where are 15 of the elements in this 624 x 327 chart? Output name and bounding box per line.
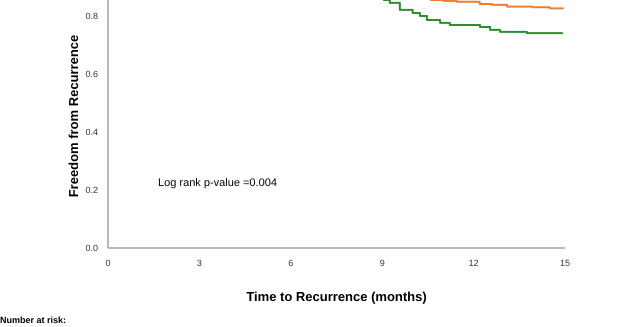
x-tick-label: 3 — [196, 258, 202, 268]
y-tick-label: 0.6 — [85, 68, 98, 79]
x-tick-label: 12 — [468, 258, 479, 268]
y-tick-label: 0.0 — [85, 243, 98, 253]
x-tick-label: 15 — [560, 258, 570, 268]
annotation: Log rank p-value =0.004 — [158, 177, 277, 189]
y-tick-label: 0.4 — [85, 126, 98, 137]
x-tick-label: 9 — [380, 258, 385, 268]
x-tick-label: 6 — [288, 258, 294, 268]
y-tick-label: 0.2 — [85, 184, 98, 195]
y-axis-title: Freedom from Recurrence — [66, 34, 81, 198]
y-tick-label: 0.8 — [85, 10, 98, 21]
x-axis-title: Time to Recurrence (months) — [246, 289, 427, 304]
text: Number at risk: — [0, 315, 66, 325]
x-tick-label: 0 — [105, 258, 111, 268]
